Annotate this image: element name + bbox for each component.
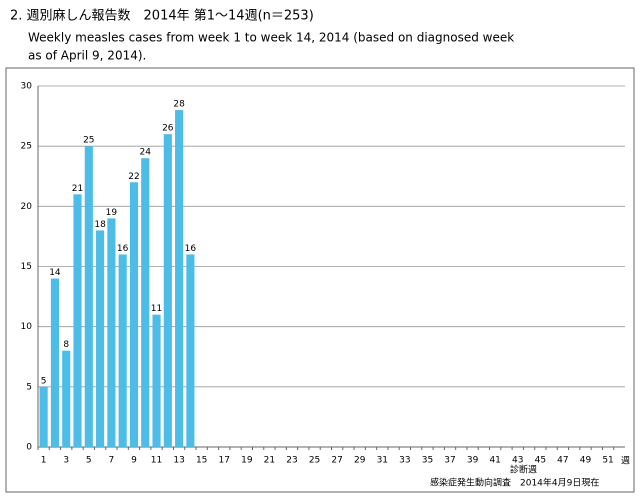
bar [62,350,71,447]
x-tick-label: 47 [557,456,568,466]
x-tick-label: 23 [286,456,297,466]
bar [152,314,161,447]
x-tick-label: 3 [63,456,69,466]
x-tick-label: 33 [399,456,410,466]
footer: 診断週 [510,464,537,476]
y-tick-label: 5 [26,382,32,392]
x-unit: 週 [621,456,630,467]
value-label: 19 [106,208,118,218]
value-label: 18 [94,220,106,230]
x-tick-label: 7 [109,456,115,466]
y-tick-label: 25 [21,142,32,152]
x-tick-label: 39 [467,456,479,466]
x-tick-label: 35 [422,456,433,466]
x-tick-label: 15 [196,456,207,466]
bar [186,254,195,447]
y-tick-label: 10 [21,322,33,332]
value-label: 28 [173,100,185,110]
y-tick-label: 30 [21,82,33,92]
x-tick-label: 45 [535,456,546,466]
bar [118,254,127,447]
x-tick-label: 31 [377,456,388,466]
x-tick-label: 17 [219,456,230,466]
value-label: 26 [162,124,174,134]
x-tick-label: 1 [41,456,47,466]
x-tick-label: 49 [580,456,592,466]
x-tick-label: 19 [241,456,253,466]
footer: 感染症発生動向調査 2014年4月9日現在 [430,477,599,489]
bar [175,110,184,448]
value-label: 5 [41,376,47,386]
x-tick-label: 21 [264,456,275,466]
bar [107,218,116,447]
x-tick-label: 11 [151,456,162,466]
x-tick-label: 9 [131,456,137,466]
x-tick-label: 29 [354,456,366,466]
bar [129,182,139,447]
y-tick-label: 20 [21,202,33,212]
x-tick-label: 25 [309,456,320,466]
value-label: 21 [72,184,83,194]
x-tick-label: 43 [512,456,523,466]
bar [96,230,105,447]
bar [50,278,59,447]
x-tick-label: 5 [86,456,92,466]
y-tick-label: 0 [26,443,32,453]
subtitle: as of April 9, 2014). [28,49,146,63]
value-label: 25 [83,136,94,146]
value-label: 11 [151,304,162,314]
value-label: 16 [185,244,197,254]
value-label: 8 [63,340,69,350]
y-tick-label: 15 [21,262,32,272]
chart-title: 2. 週別麻しん報告数 2014年 第1～14週(n＝253) [10,9,314,24]
value-label: 22 [128,172,139,182]
value-label: 24 [140,148,152,158]
x-tick-label: 27 [331,456,342,466]
x-tick-label: 41 [489,456,500,466]
bar [73,194,82,447]
x-tick-label: 51 [602,456,613,466]
value-label: 16 [117,244,129,254]
chart-frame [5,67,635,493]
bar [141,158,150,447]
x-tick-label: 13 [173,456,184,466]
subtitle: Weekly measles cases from week 1 to week… [28,31,514,45]
x-tick-label: 37 [444,456,455,466]
value-label: 14 [49,268,61,278]
bar [39,386,48,447]
bar [84,146,93,447]
bar [163,134,172,447]
